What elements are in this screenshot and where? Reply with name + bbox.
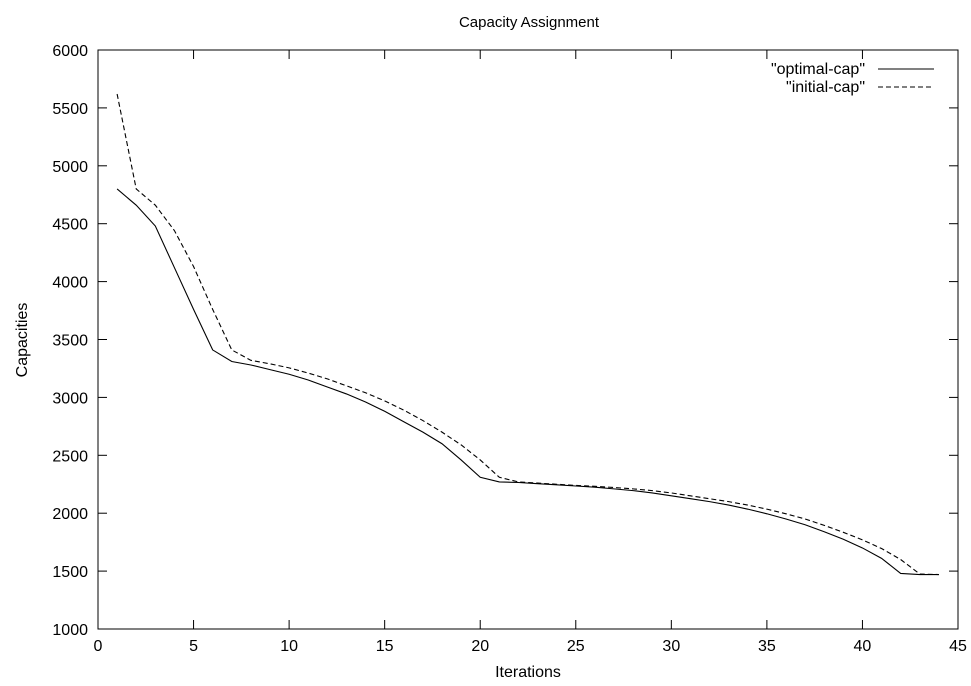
y-tick-label: 1000 xyxy=(52,622,88,639)
y-axis-ticks: 1000 1500 2000 2500 3000 3500 4000 4500 5000 5500… xyxy=(52,43,958,639)
x-tick-label: 30 xyxy=(662,638,680,655)
series-lines xyxy=(116,93,939,576)
legend-label: "optimal-cap" xyxy=(771,61,865,78)
series-line-initial-cap xyxy=(116,93,939,576)
y-axis-label: Capacities xyxy=(14,303,31,378)
x-tick-label: 5 xyxy=(189,638,198,655)
x-tick-label: 0 xyxy=(94,638,103,655)
x-tick-label: 40 xyxy=(854,638,872,655)
y-tick-label: 2000 xyxy=(52,506,88,523)
y-tick-label: 2500 xyxy=(52,448,88,465)
y-tick-label: 5000 xyxy=(52,159,88,176)
chart-title: Capacity Assignment xyxy=(459,14,600,31)
x-tick-label: 45 xyxy=(949,638,967,655)
x-tick-label: 20 xyxy=(471,638,489,655)
series-line-optimal-cap xyxy=(116,188,939,576)
x-tick-label: 15 xyxy=(376,638,394,655)
x-tick-label: 25 xyxy=(567,638,585,655)
x-axis-label: Iterations xyxy=(495,664,561,681)
y-tick-label: 6000 xyxy=(52,43,88,60)
x-axis-ticks: 0 5 10 15 20 25 30 35 40 45 xyxy=(94,50,967,655)
y-tick-label: 3500 xyxy=(52,333,88,350)
y-tick-label: 4000 xyxy=(52,275,88,292)
y-tick-label: 1500 xyxy=(52,564,88,581)
x-tick-label: 10 xyxy=(280,638,298,655)
y-tick-label: 3000 xyxy=(52,390,88,407)
y-tick-label: 5500 xyxy=(52,101,88,118)
y-tick-label: 4500 xyxy=(52,217,88,234)
x-tick-label: 35 xyxy=(758,638,776,655)
legend: "optimal-cap""initial-cap" xyxy=(771,61,934,96)
legend-label: "initial-cap" xyxy=(786,79,865,96)
